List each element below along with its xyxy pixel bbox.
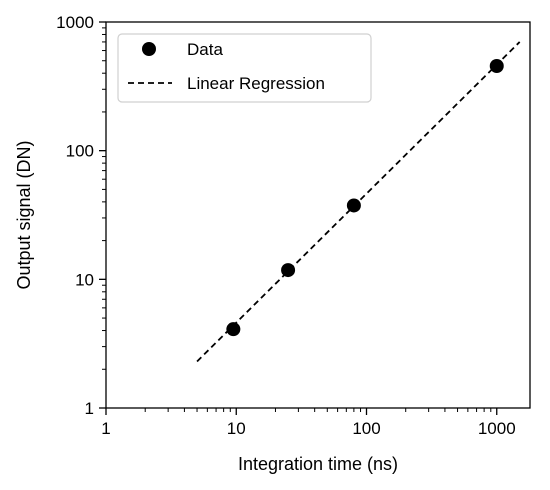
legend-data-marker	[142, 42, 156, 56]
x-axis-label: Integration time (ns)	[238, 454, 398, 474]
x-tick-label: 100	[352, 419, 380, 438]
data-point	[226, 322, 241, 337]
y-axis-ticks: 1 10 100 1000	[56, 13, 106, 418]
x-tick-label: 10	[227, 419, 246, 438]
legend-regression-label: Linear Regression	[187, 74, 325, 93]
data-point	[489, 59, 504, 74]
y-tick-label: 10	[75, 270, 94, 289]
y-tick-label: 1	[85, 399, 94, 418]
regression-line	[196, 41, 521, 363]
x-tick-label: 1	[101, 419, 110, 438]
data-point	[346, 198, 361, 213]
data-point	[281, 263, 296, 278]
y-tick-label: 1000	[56, 13, 94, 32]
legend: Data Linear Regression	[117, 33, 372, 103]
y-tick-label: 100	[66, 142, 94, 161]
plot-marks	[196, 41, 521, 363]
plot-frame	[105, 21, 531, 409]
legend-box	[117, 33, 372, 103]
legend-data-label: Data	[187, 40, 223, 59]
x-tick-label: 1000	[478, 419, 516, 438]
x-axis-ticks: 1 10 100 1000	[101, 408, 516, 438]
y-axis-label: Output signal (DN)	[14, 140, 34, 289]
